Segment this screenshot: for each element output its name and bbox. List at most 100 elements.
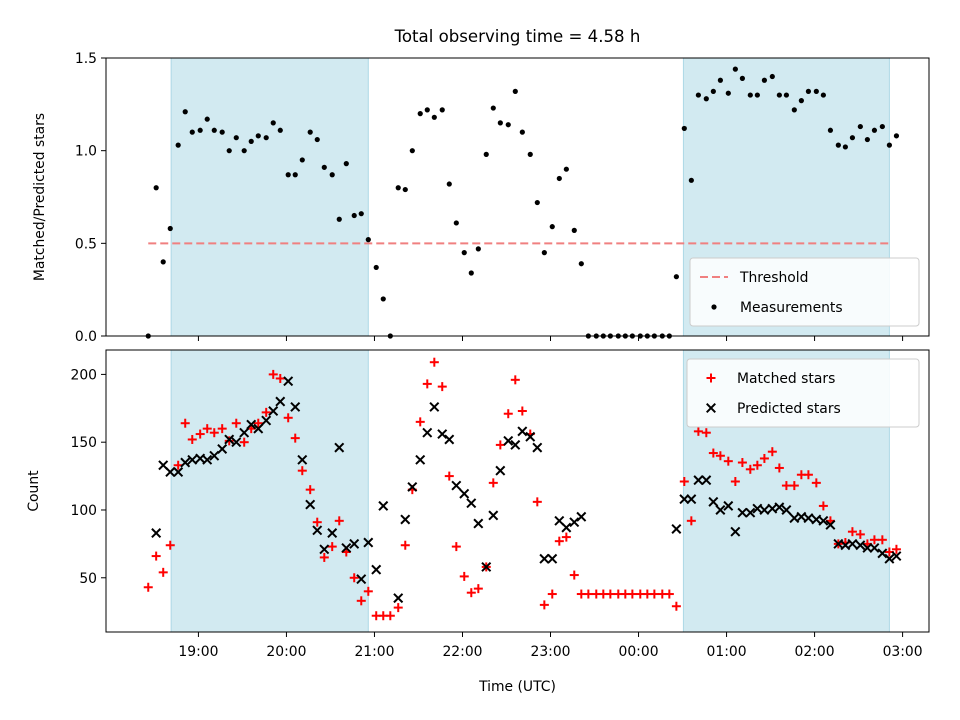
bottom-point-1-0 [151, 528, 162, 539]
bottom-point-1-45 [488, 510, 499, 521]
top-point-0-23 [314, 136, 320, 143]
top-y-tick-label-0: 0.0 [75, 329, 97, 345]
bottom-point-0-66 [627, 589, 637, 599]
bottom-point-1-17 [275, 396, 286, 407]
x-tick-label-2: 21:00 [354, 644, 394, 660]
top-point-0-94 [835, 142, 841, 148]
top-point-0-10 [219, 129, 225, 135]
bottom-point-0-72 [671, 601, 681, 611]
bottom-point-1-52 [539, 553, 550, 564]
bottom-point-1-37 [429, 401, 440, 412]
bottom-point-1-24 [327, 528, 338, 539]
x-tick-label-8: 03:00 [883, 644, 923, 660]
top-point-0-88 [791, 107, 797, 113]
top-point-0-89 [798, 98, 804, 104]
bottom-point-0-24 [319, 552, 329, 562]
bottom-point-0-16 [261, 407, 271, 417]
top-point-0-53 [534, 199, 540, 206]
bottom-point-0-82 [745, 464, 755, 474]
bottom-point-0-0 [143, 582, 153, 592]
bottom-point-0-45 [473, 584, 483, 594]
top-point-0-24 [321, 164, 327, 170]
top-point-0-49 [505, 122, 511, 128]
top-point-0-35 [402, 186, 408, 193]
top-point-0-59 [578, 261, 584, 267]
bottom-point-0-41 [444, 471, 454, 481]
top-point-0-90 [805, 88, 812, 94]
bottom-point-0-50 [510, 375, 520, 385]
bottom-point-0-83 [752, 460, 762, 470]
bottom-point-1-16 [268, 406, 279, 416]
top-point-0-42 [453, 220, 459, 226]
top-point-0-56 [556, 175, 562, 182]
bottom-point-1-62 [701, 475, 712, 486]
top-y-axis-label: Matched/Predicted stars [32, 113, 48, 281]
bottom-point-1-32 [393, 593, 404, 604]
top-shaded-interval-0 [170, 57, 369, 337]
bottom-point-0-75 [693, 426, 703, 436]
x-tick-label-0: 19:00 [178, 644, 218, 660]
bottom-point-0-3 [165, 540, 175, 550]
top-point-0-7 [197, 127, 203, 133]
top-point-0-91 [813, 88, 819, 94]
bottom-point-1-15 [261, 415, 272, 426]
bottom-point-1-2 [165, 467, 176, 478]
bottom-point-1-83 [855, 540, 866, 551]
top-point-0-77 [710, 88, 716, 94]
top-y-tick-label-2: 1.0 [75, 144, 97, 160]
bottom-point-1-5 [187, 454, 198, 465]
bottom-point-1-23 [319, 544, 330, 555]
top-point-0-44 [468, 270, 474, 276]
bottom-point-1-35 [415, 454, 426, 465]
bottom-point-0-47 [488, 478, 498, 488]
bottom-point-0-21 [297, 466, 307, 476]
top-point-0-21 [299, 157, 305, 163]
top-point-0-92 [820, 92, 826, 98]
bottom-point-0-5 [180, 418, 190, 428]
top-point-0-81 [739, 75, 745, 81]
top-point-0-99 [871, 127, 878, 133]
bottom-point-0-20 [290, 433, 300, 443]
top-point-0-93 [827, 127, 834, 133]
bottom-point-0-71 [664, 589, 674, 599]
bottom-point-1-51 [532, 442, 543, 453]
bottom-point-1-48 [510, 439, 521, 450]
top-point-0-28 [351, 212, 357, 219]
top-axes-frame [105, 57, 930, 337]
top-point-0-46 [483, 151, 489, 157]
bottom-point-1-78 [818, 515, 829, 526]
bottom-point-0-35 [400, 540, 410, 550]
bottom-point-0-79 [723, 456, 733, 466]
bottom-point-1-43 [473, 518, 484, 529]
bottom-point-1-47 [503, 435, 514, 446]
bottom-point-1-19 [290, 401, 301, 412]
bottom-point-1-36 [422, 427, 433, 438]
bottom-point-0-23 [312, 517, 322, 527]
top-point-0-9 [211, 127, 217, 133]
top-point-0-57 [563, 166, 569, 172]
bottom-point-1-68 [745, 507, 756, 518]
top-point-0-45 [475, 246, 481, 252]
top-point-0-38 [424, 107, 430, 113]
top-point-0-87 [783, 92, 790, 98]
bottom-point-0-102 [891, 544, 901, 554]
bottom-point-1-7 [202, 454, 213, 465]
bottom-point-0-37 [415, 417, 425, 427]
bottom-point-0-9 [209, 428, 219, 438]
bottom-point-1-55 [561, 522, 572, 533]
bottom-y-tick-label-1: 100 [70, 503, 97, 519]
bottom-point-1-20 [297, 454, 308, 465]
bottom-point-0-84 [759, 453, 769, 463]
bottom-point-0-38 [422, 379, 432, 389]
top-point-0-39 [431, 114, 437, 120]
bottom-point-1-26 [341, 542, 352, 553]
top-point-0-15 [255, 133, 261, 139]
top-point-0-26 [336, 216, 342, 222]
x-tick-label-4: 23:00 [530, 644, 570, 660]
bottom-point-0-25 [327, 542, 337, 552]
bottom-point-0-13 [239, 437, 249, 447]
bottom-point-1-65 [723, 500, 734, 511]
bottom-point-0-26 [334, 516, 344, 526]
bottom-point-0-49 [503, 409, 513, 419]
bottom-point-1-76 [803, 513, 814, 524]
